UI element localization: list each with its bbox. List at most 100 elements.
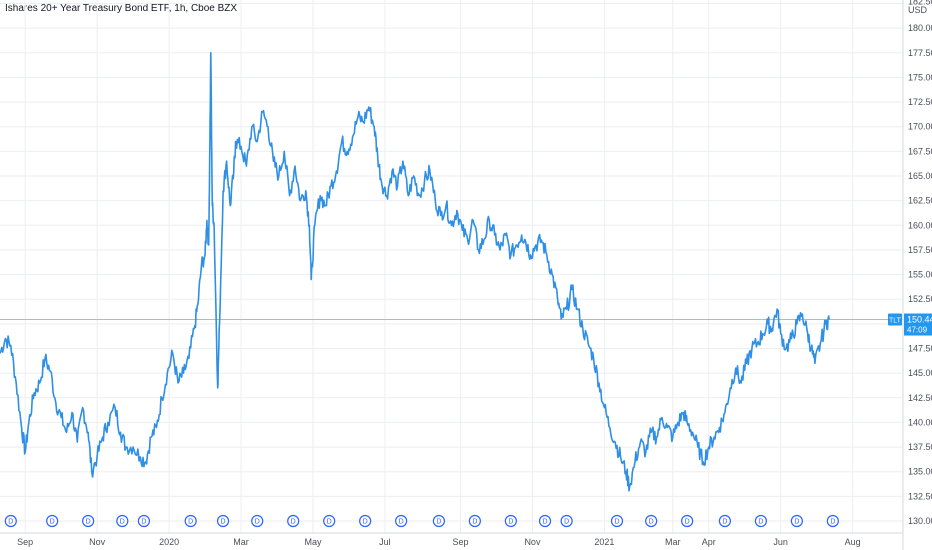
time-tick-label: Jul <box>379 537 391 547</box>
dividend-marker[interactable]: D <box>395 514 408 528</box>
dividend-marker-label: D <box>50 519 55 526</box>
price-tick-label: 147.50 <box>908 344 932 354</box>
bar-countdown: 47:09 <box>907 326 928 335</box>
dividend-marker-label: D <box>291 519 296 526</box>
dividend-marker[interactable]: D <box>645 514 658 528</box>
dividend-marker-circle <box>359 514 372 528</box>
dividend-marker-circle <box>790 514 803 528</box>
price-tick-label: 130.00 <box>908 516 932 526</box>
dividend-marker[interactable]: D <box>359 514 372 528</box>
price-tick-label: 155.00 <box>908 270 932 280</box>
dividend-marker-circle <box>287 514 300 528</box>
dividend-marker-label: D <box>221 519 226 526</box>
dividend-marker-label: D <box>543 519 548 526</box>
dividend-marker[interactable]: D <box>790 514 803 528</box>
dividend-marker-circle <box>432 514 446 528</box>
dividend-marker-circle <box>754 514 767 528</box>
price-tick-label: 160.00 <box>908 220 932 230</box>
dividend-marker[interactable]: D <box>610 514 624 528</box>
price-tick-label: 170.00 <box>908 122 932 132</box>
dividend-marker[interactable]: D <box>538 514 552 528</box>
dividend-marker[interactable]: D <box>718 514 732 528</box>
dividend-marker[interactable]: D <box>560 514 573 528</box>
dividend-marker-circle <box>4 514 17 528</box>
dividend-marker-label: D <box>436 519 441 526</box>
dividend-marker-label: D <box>255 519 260 526</box>
dividend-marker-circle <box>560 514 573 528</box>
dividend-marker-label: D <box>508 519 513 526</box>
dividend-marker[interactable]: D <box>287 514 300 528</box>
time-tick-label: Mar <box>233 537 249 547</box>
dividend-marker[interactable]: D <box>432 514 446 528</box>
dividend-marker-label: D <box>722 519 727 526</box>
dividend-marker-label: D <box>8 519 13 526</box>
time-tick-label: Mar <box>665 537 681 547</box>
price-tick-label: 162.50 <box>908 196 932 206</box>
dividend-marker-label: D <box>363 519 368 526</box>
price-tick-label: 172.50 <box>908 97 932 107</box>
price-tick-label: 132.50 <box>908 491 932 501</box>
dividend-marker-circle <box>216 514 230 528</box>
time-tick-label: Apr <box>702 537 716 547</box>
dividend-marker[interactable]: D <box>754 514 767 528</box>
dividend-marker-label: D <box>141 519 146 526</box>
dividend-marker[interactable]: D <box>116 514 129 528</box>
dividend-marker-label: D <box>614 519 619 526</box>
dividend-marker-label: D <box>188 519 193 526</box>
time-axis[interactable]: Sep Nov 2020 Mar May Jul Sep Nov 2021 Mar Apr Jun Au… <box>0 532 903 547</box>
dividend-marker[interactable]: D <box>323 514 336 528</box>
time-tick-label: May <box>304 537 322 547</box>
dividend-marker-circle <box>645 514 658 528</box>
dividend-marker[interactable]: D <box>82 514 95 528</box>
dividend-marker-label: D <box>649 519 654 526</box>
price-tick-label: 135.00 <box>908 467 932 477</box>
price-tick-label: 137.50 <box>908 442 932 452</box>
dividend-marker-circle <box>395 514 408 528</box>
dividend-marker[interactable]: D <box>468 514 481 528</box>
time-tick-label: 2020 <box>159 537 179 547</box>
price-tick-label: 177.50 <box>908 48 932 58</box>
price-tick-label: 165.00 <box>908 171 932 181</box>
dividend-marker-label: D <box>472 519 477 526</box>
price-tick-label: 180.00 <box>908 23 932 33</box>
dividend-marker[interactable]: D <box>137 514 151 528</box>
dividend-marker-label: D <box>399 519 404 526</box>
dividend-marker-circle <box>538 514 552 528</box>
dividend-marker-circle <box>826 514 839 528</box>
price-axis[interactable]: USD 130.00 132.50 135.00 137.50 140.00 142.50… <box>902 0 932 550</box>
dividend-marker-circle <box>116 514 129 528</box>
dividend-marker-circle <box>504 514 517 528</box>
dividend-marker-circle <box>184 514 197 528</box>
price-tick-label: 142.50 <box>908 393 932 403</box>
time-tick-label: Nov <box>89 537 106 547</box>
price-tick-label: 152.50 <box>908 294 932 304</box>
dividend-marker-label: D <box>758 519 763 526</box>
price-axis-currency: USD <box>908 5 928 15</box>
dividend-marker-circle <box>251 514 264 528</box>
dividend-marker[interactable]: D <box>184 514 197 528</box>
price-tick-label: 182.50 <box>908 0 932 7</box>
dividend-marker[interactable]: D <box>251 514 264 528</box>
dividend-marker-circle <box>681 514 694 528</box>
dividend-marker[interactable]: D <box>826 514 839 528</box>
price-tick-label: 175.00 <box>908 72 932 82</box>
time-tick-label: Sep <box>452 537 468 547</box>
price-line <box>0 51 830 492</box>
last-price-tag <box>904 313 932 336</box>
dividend-marker[interactable]: D <box>504 514 517 528</box>
dividend-marker-circle <box>718 514 732 528</box>
dividend-marker-circle <box>323 514 336 528</box>
time-tick-label: Nov <box>524 537 541 547</box>
dividend-marker[interactable]: D <box>46 514 59 528</box>
dividend-marker-label: D <box>830 519 835 526</box>
dividend-marker-label: D <box>794 519 799 526</box>
dividend-marker[interactable]: D <box>216 514 230 528</box>
dividend-marker-circle <box>82 514 95 528</box>
dividend-marker[interactable]: D <box>681 514 694 528</box>
dividend-marker[interactable]: D <box>4 514 17 528</box>
grid <box>0 0 903 533</box>
